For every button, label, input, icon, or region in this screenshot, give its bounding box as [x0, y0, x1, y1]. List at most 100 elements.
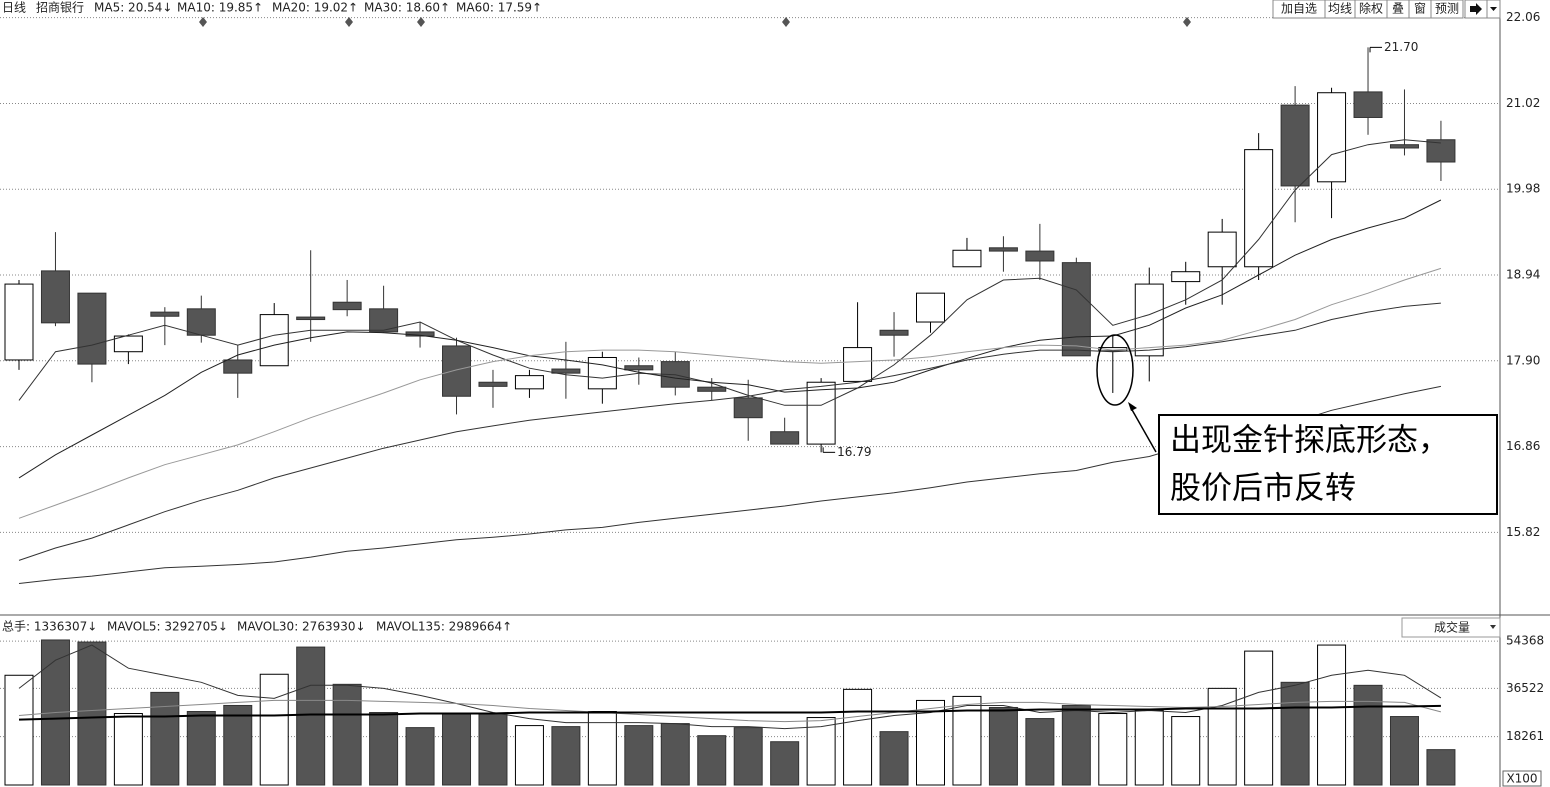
y-tick-label: 18261 [1506, 729, 1544, 743]
ma-line [18, 199, 1442, 479]
volume-bar [551, 726, 581, 786]
legend-entry: MAVOL135: 2989664↑ [376, 620, 512, 634]
toolbar-button[interactable] [1430, 0, 1464, 19]
candle-body [1389, 144, 1419, 149]
min-label: 16.79 [837, 445, 871, 459]
toolbar-button-label[interactable]: 除权 [1359, 1, 1383, 16]
candle-body [697, 386, 727, 392]
volume-bar [332, 683, 362, 786]
candle-body [332, 301, 362, 311]
legend-entry: MAVOL5: 3292705↓ [107, 620, 228, 634]
legend-entry: MAVOL30: 2763930↓ [237, 620, 366, 634]
candle-body [1353, 91, 1383, 118]
volume-bar [1244, 650, 1274, 786]
y-tick-label: 21.02 [1506, 96, 1540, 110]
volume-bar [223, 704, 253, 786]
volume-bar [150, 691, 180, 786]
candle-body [1025, 250, 1055, 262]
nav-icon[interactable] [1470, 3, 1482, 15]
y-tick-label: 22.06 [1506, 10, 1540, 24]
toolbar-button-label[interactable]: 预测 [1435, 2, 1459, 16]
y-tick-label: 36522 [1506, 681, 1544, 695]
legend-entry: MA5: 20.54↓ [94, 1, 172, 15]
candle-body [186, 308, 216, 336]
volume-bar [113, 713, 143, 786]
toolbar-button-label[interactable]: 均线 [1328, 2, 1352, 16]
candle-body [369, 308, 399, 333]
candle-body [733, 397, 763, 419]
volume-bar [442, 713, 472, 786]
volume-bar [405, 727, 435, 786]
indicator-dropdown[interactable] [1401, 617, 1501, 638]
y-tick-label: 15.82 [1506, 525, 1540, 539]
ma-line [18, 699, 1442, 723]
volume-bar [624, 725, 654, 786]
volume-bar [1426, 749, 1456, 786]
volume-bar [478, 713, 508, 786]
candle-body [624, 365, 654, 371]
highlight-ellipse [1096, 334, 1134, 406]
candle-body [442, 345, 472, 397]
volume-bar [186, 711, 216, 786]
volume-bar [1061, 704, 1091, 786]
max-label: 21.70 [1384, 40, 1418, 54]
candle-body [296, 316, 326, 321]
callout-arrow [1130, 407, 1157, 453]
annotation-box [1158, 414, 1498, 515]
toolbar-button-label[interactable]: 加自选 [1281, 2, 1317, 16]
candle-body [150, 311, 180, 317]
candle-body [1061, 262, 1091, 357]
candle-body [988, 247, 1018, 252]
toolbar-button-label[interactable]: 窗 [1414, 2, 1426, 16]
volume-bar [916, 699, 945, 786]
y-tick-label: 17.90 [1506, 353, 1540, 367]
menu-arrow[interactable] [1490, 7, 1497, 11]
volume-bar [1171, 716, 1201, 786]
candle-body [551, 368, 581, 374]
candle-body [952, 249, 982, 268]
period-label: 日线 [2, 1, 26, 15]
candle-body [587, 356, 617, 390]
toolbar-button-label[interactable]: 叠 [1392, 2, 1404, 16]
candle-body [879, 329, 909, 336]
volume-bar [1317, 644, 1347, 786]
indicator-name[interactable]: 成交量 [1434, 620, 1470, 635]
legend-entry: MA20: 19.02↑ [272, 1, 358, 15]
volume-bar [988, 706, 1018, 786]
volume-bar [514, 725, 544, 786]
candle-body [806, 381, 836, 445]
unit-box [1502, 770, 1542, 787]
volume-bar [1025, 718, 1055, 786]
volume-bar [879, 731, 909, 786]
callout-arrowhead [1128, 402, 1137, 411]
candle-body [770, 431, 800, 445]
volume-bar [369, 712, 399, 786]
volume-total: 总手: 1336307↓ [2, 620, 97, 634]
candle-body [1171, 271, 1201, 283]
candle-body [1426, 139, 1456, 163]
candle-body [77, 292, 107, 365]
volume-bar [1389, 716, 1419, 786]
candle-body [1134, 283, 1164, 357]
candle-body [1317, 92, 1347, 183]
candle-body [223, 359, 253, 374]
candle-body [113, 335, 143, 353]
volume-bar [1134, 710, 1164, 786]
dropdown-arrow[interactable] [1490, 625, 1496, 629]
stock-name: 招商银行 [36, 0, 84, 15]
plot-layer [0, 17, 1500, 786]
volume-bar [733, 727, 763, 786]
candle-body [1280, 104, 1310, 187]
volume-bar [296, 646, 326, 786]
y-tick-label: 18.94 [1506, 268, 1540, 282]
volume-bar [77, 641, 107, 786]
annotation-line: 股价后市反转 [1170, 471, 1356, 507]
candle-body [259, 314, 289, 367]
volume-bar [1098, 713, 1128, 786]
legend-entry: MA60: 17.59↑ [456, 1, 542, 15]
volume-bar [1280, 681, 1310, 786]
volume-bar [697, 735, 727, 786]
candle-body [916, 292, 945, 323]
volume-bar [4, 674, 34, 786]
candle-body [1207, 231, 1237, 268]
